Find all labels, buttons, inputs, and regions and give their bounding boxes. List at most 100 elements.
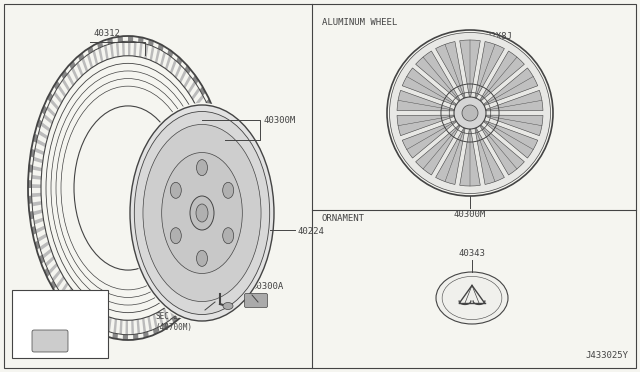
Polygon shape	[165, 55, 172, 70]
Polygon shape	[81, 58, 88, 72]
Ellipse shape	[223, 182, 234, 198]
Polygon shape	[62, 78, 70, 92]
Polygon shape	[87, 46, 93, 54]
Polygon shape	[76, 62, 83, 76]
Text: 40300M: 40300M	[454, 210, 486, 219]
Polygon shape	[211, 143, 221, 150]
Polygon shape	[65, 288, 72, 301]
Polygon shape	[179, 69, 187, 83]
Bar	[12, 290, 108, 358]
Polygon shape	[133, 334, 138, 340]
Polygon shape	[220, 141, 225, 150]
Polygon shape	[35, 225, 45, 233]
Polygon shape	[170, 60, 177, 74]
Polygon shape	[182, 290, 189, 304]
Polygon shape	[36, 139, 46, 147]
Ellipse shape	[196, 204, 208, 222]
Polygon shape	[173, 300, 180, 314]
Polygon shape	[186, 285, 194, 298]
Polygon shape	[480, 51, 524, 101]
Polygon shape	[153, 314, 158, 328]
Ellipse shape	[74, 106, 182, 270]
Polygon shape	[180, 307, 187, 315]
Polygon shape	[484, 121, 538, 158]
Polygon shape	[214, 248, 220, 257]
Polygon shape	[208, 237, 218, 246]
Polygon shape	[214, 196, 224, 201]
Ellipse shape	[134, 112, 269, 314]
Polygon shape	[203, 252, 212, 262]
Polygon shape	[118, 36, 123, 42]
Polygon shape	[193, 272, 202, 285]
Polygon shape	[143, 331, 148, 338]
Text: 22X8J: 22X8J	[485, 32, 512, 41]
Polygon shape	[102, 315, 106, 330]
Polygon shape	[198, 102, 207, 113]
Polygon shape	[460, 40, 480, 97]
Polygon shape	[209, 134, 219, 142]
Polygon shape	[139, 42, 143, 57]
Ellipse shape	[223, 228, 234, 244]
Polygon shape	[128, 36, 133, 42]
Polygon shape	[122, 41, 125, 56]
Polygon shape	[484, 68, 538, 106]
Polygon shape	[110, 43, 114, 58]
FancyBboxPatch shape	[32, 330, 68, 352]
Polygon shape	[33, 209, 42, 215]
Ellipse shape	[223, 302, 233, 310]
Polygon shape	[40, 241, 49, 250]
Polygon shape	[163, 308, 169, 322]
Polygon shape	[36, 119, 42, 128]
Polygon shape	[120, 320, 122, 334]
Ellipse shape	[196, 160, 207, 176]
Polygon shape	[79, 302, 86, 317]
Polygon shape	[97, 41, 103, 48]
Polygon shape	[84, 306, 91, 321]
Polygon shape	[415, 51, 460, 101]
Polygon shape	[155, 48, 160, 63]
Polygon shape	[83, 319, 89, 327]
Polygon shape	[34, 218, 44, 224]
Polygon shape	[134, 42, 136, 56]
Polygon shape	[42, 105, 47, 115]
Text: SEC.253
(40700M): SEC.253 (40700M)	[155, 312, 192, 332]
Circle shape	[454, 97, 486, 129]
Polygon shape	[225, 188, 228, 196]
Polygon shape	[47, 92, 53, 102]
Polygon shape	[32, 175, 42, 180]
Polygon shape	[216, 126, 221, 135]
Polygon shape	[61, 70, 67, 79]
Polygon shape	[44, 268, 50, 278]
Polygon shape	[212, 112, 217, 121]
Polygon shape	[200, 86, 205, 96]
Polygon shape	[475, 128, 504, 185]
Polygon shape	[131, 320, 134, 334]
Polygon shape	[176, 57, 182, 65]
Polygon shape	[158, 44, 164, 51]
Polygon shape	[221, 218, 226, 227]
Polygon shape	[30, 149, 35, 157]
Polygon shape	[128, 41, 131, 56]
Text: J433025Y: J433025Y	[585, 351, 628, 360]
Polygon shape	[158, 311, 164, 326]
Polygon shape	[214, 160, 223, 167]
Polygon shape	[31, 226, 36, 235]
Polygon shape	[37, 233, 47, 242]
Text: 40224: 40224	[297, 227, 324, 236]
Polygon shape	[28, 196, 32, 204]
Polygon shape	[38, 131, 48, 140]
Polygon shape	[58, 292, 63, 301]
Polygon shape	[210, 229, 220, 237]
Text: ORNAMENT: ORNAMENT	[322, 214, 365, 223]
Text: 40300AA: 40300AA	[28, 316, 60, 325]
Polygon shape	[402, 121, 456, 158]
Polygon shape	[172, 315, 178, 323]
Polygon shape	[460, 129, 480, 186]
Polygon shape	[54, 80, 60, 90]
Polygon shape	[167, 49, 173, 57]
Polygon shape	[188, 81, 196, 94]
Polygon shape	[189, 297, 195, 306]
Polygon shape	[54, 92, 63, 104]
Polygon shape	[113, 333, 118, 339]
Polygon shape	[486, 115, 543, 136]
